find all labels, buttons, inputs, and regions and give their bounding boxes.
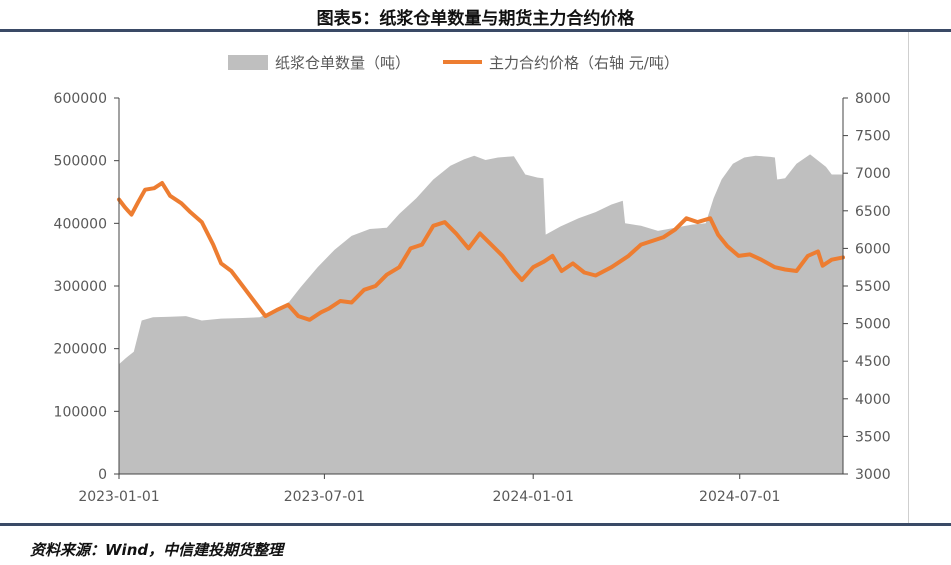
y-right-tick-label: 8000 bbox=[855, 91, 891, 107]
right-divider bbox=[908, 32, 909, 523]
y-right-tick-label: 6000 bbox=[855, 241, 891, 257]
bottom-rule bbox=[0, 523, 951, 526]
legend-area-swatch bbox=[228, 55, 268, 70]
y-left-tick-label: 400000 bbox=[54, 216, 107, 232]
x-tick-label: 2023-07-01 bbox=[284, 489, 365, 505]
axis-layer: 0 100000 200000 300000 400000 500000 600000 300… bbox=[54, 91, 891, 505]
y-right-tick-label: 7000 bbox=[855, 166, 891, 182]
y-left-tick-label: 100000 bbox=[54, 404, 107, 420]
x-tick-label: 2024-07-01 bbox=[699, 489, 780, 505]
y-right-tick-label: 5500 bbox=[855, 279, 891, 295]
y-right-tick-label: 7500 bbox=[855, 129, 891, 145]
y-left-tick-label: 500000 bbox=[54, 154, 107, 170]
y-left-tick-label: 600000 bbox=[54, 91, 107, 107]
x-tick-label: 2023-01-01 bbox=[78, 489, 159, 505]
top-rule bbox=[0, 29, 951, 32]
chart-title: 图表5：纸浆仓单数量与期货主力合约价格 bbox=[316, 9, 635, 29]
legend-area-label: 纸浆仓单数量（吨） bbox=[275, 54, 410, 72]
receipts-area bbox=[119, 154, 843, 474]
area-layer bbox=[119, 154, 843, 474]
y-right-tick-label: 3500 bbox=[855, 429, 891, 445]
x-tick-label: 2024-01-01 bbox=[493, 489, 574, 505]
line-layer bbox=[117, 181, 845, 322]
y-left-tick-label: 300000 bbox=[54, 279, 107, 295]
y-right-tick-label: 6500 bbox=[855, 204, 891, 220]
source-note: 资料来源：Wind，中信建投期货整理 bbox=[30, 541, 284, 559]
y-right-tick-label: 4500 bbox=[855, 354, 891, 370]
y-left-tick-label: 0 bbox=[98, 467, 107, 483]
y-right-tick-label: 4000 bbox=[855, 392, 891, 408]
y-right-tick-label: 5000 bbox=[855, 317, 891, 333]
legend-line-label: 主力合约价格（右轴 元/吨） bbox=[489, 54, 679, 72]
price-line bbox=[117, 181, 845, 322]
y-right-tick-label: 3000 bbox=[855, 467, 891, 483]
y-left-tick-label: 200000 bbox=[54, 342, 107, 358]
legend: 纸浆仓单数量（吨） 主力合约价格（右轴 元/吨） bbox=[228, 54, 679, 72]
